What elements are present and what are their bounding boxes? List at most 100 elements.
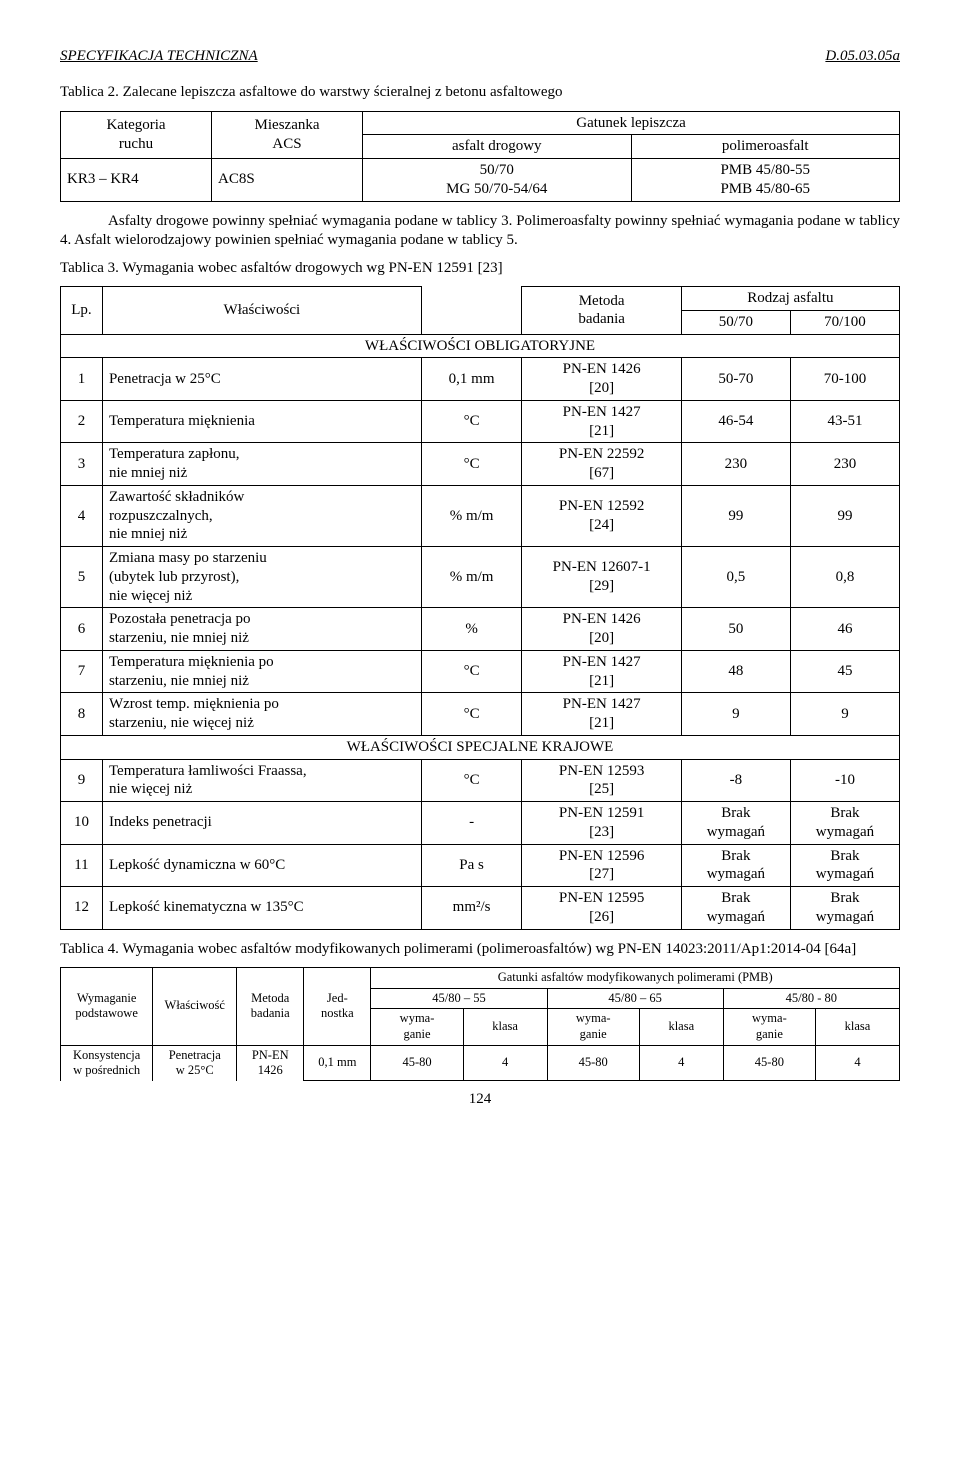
t3-cell: mm²/s [421,887,522,930]
t3-cell: PN-EN 1426 [20] [522,608,681,651]
t2-h-pa: polimeroasfalt [631,135,900,159]
t2-h-mix: Mieszanka ACS [212,111,363,159]
t4-h-wl: Właściwość [153,968,237,1046]
t3-cell: Brak wymagań [790,802,899,845]
t3-cell: Brak wymagań [681,802,790,845]
t3-cell: Temperatura zapłonu, nie mniej niż [102,443,421,486]
t3-cell: Penetracja w 25°C [102,358,421,401]
t3-cell: 9 [681,693,790,736]
t3-cell: 12 [61,887,103,930]
t3-cell: 10 [61,802,103,845]
t3-cell: °C [421,650,522,693]
t3-row: 10Indeks penetracji-PN-EN 12591 [23]Brak… [61,802,900,845]
t2-r1-c3: 50/70 MG 50/70-54/64 [363,159,631,202]
t3-cell: Brak wymagań [790,887,899,930]
t3-row: 4Zawartość składników rozpuszczalnych, n… [61,485,900,546]
page-number: 124 [60,1091,900,1108]
t3-h-meth: Metoda badania [522,287,681,335]
t3-row: 12Lepkość kinematyczna w 135°Cmm²/sPN-EN… [61,887,900,930]
t3-cell: PN-EN 12607-1 [29] [522,547,681,608]
table2-caption: Tablica 2. Zalecane lepiszcza asfaltowe … [60,83,900,103]
t2-r1-c1: KR3 – KR4 [61,159,212,202]
t3-cell: PN-EN 1427 [21] [522,650,681,693]
t3-cell: 230 [790,443,899,486]
t3-cell: Wzrost temp. mięknienia po starzeniu, ni… [102,693,421,736]
t4-h-gat: Gatunki asfaltów modyfikowanych polimera… [371,968,900,989]
header-left: SPECYFIKACJA TECHNICZNA [60,48,258,65]
t3-h-rodz: Rodzaj asfaltu [681,287,899,311]
t4-h-g1: 45/80 – 55 [371,988,547,1009]
t3-row: 1Penetracja w 25°C0,1 mmPN-EN 1426 [20]5… [61,358,900,401]
t3-cell: 230 [681,443,790,486]
t3-cell: 99 [681,485,790,546]
t4-r1-c4: 0,1 mm [304,1045,371,1081]
t4-r1-c2: Penetracja w 25°C [153,1045,237,1081]
t4-h-wymg-1: wyma- ganie [371,1009,463,1045]
t3-row: 8Wzrost temp. mięknienia po starzeniu, n… [61,693,900,736]
t4-r1-k2: 4 [639,1045,723,1081]
t3-cell: 0,8 [790,547,899,608]
t3-cell: 0,1 mm [421,358,522,401]
t3-cell: Brak wymagań [790,844,899,887]
t2-r1-c2: AC8S [212,159,363,202]
t3-cell: -10 [790,759,899,802]
t2-h-kat: Kategoria ruchu [61,111,212,159]
t4-h-g2: 45/80 – 65 [547,988,723,1009]
t3-cell: 8 [61,693,103,736]
t4-h-wymg-3: wyma- ganie [723,1009,815,1045]
table3: Lp. Właściwości Metoda badania Rodzaj as… [60,286,900,930]
t3-h-lp: Lp. [61,287,103,335]
t3-cell: Lepkość dynamiczna w 60°C [102,844,421,887]
running-header: SPECYFIKACJA TECHNICZNA D.05.03.05a [60,48,900,65]
t3-cell: Zawartość składników rozpuszczalnych, ni… [102,485,421,546]
t3-cell: PN-EN 12591 [23] [522,802,681,845]
t3-h-70100: 70/100 [790,310,899,334]
t3-cell: PN-EN 12592 [24] [522,485,681,546]
t3-cell: 2 [61,400,103,443]
t3-cell: °C [421,693,522,736]
t3-cell: PN-EN 12593 [25] [522,759,681,802]
t3-cell: % [421,608,522,651]
t4-r1-c1: Konsystencja w pośrednich [61,1045,153,1081]
t3-cell: 99 [790,485,899,546]
t3-cell: 46-54 [681,400,790,443]
t4-h-wym: Wymaganie podstawowe [61,968,153,1046]
t3-cell: 9 [790,693,899,736]
t4-r1-v2: 45-80 [547,1045,639,1081]
t3-row: 7Temperatura mięknienia po starzeniu, ni… [61,650,900,693]
t4-r1-k3: 4 [816,1045,900,1081]
t3-cell: Lepkość kinematyczna w 135°C [102,887,421,930]
t3-cell: PN-EN 12595 [26] [522,887,681,930]
t3-row: 3Temperatura zapłonu, nie mniej niż°CPN-… [61,443,900,486]
para-asfalty: Asfalty drogowe powinny spełniać wymagan… [60,212,900,251]
t3-cell: 3 [61,443,103,486]
t3-cell: 5 [61,547,103,608]
t3-cell: 46 [790,608,899,651]
t3-sec-oblig: WŁAŚCIWOŚCI OBLIGATORYJNE [61,334,900,358]
t3-cell: -8 [681,759,790,802]
t4-r1-c3: PN-EN 1426 [237,1045,304,1081]
t3-cell: - [421,802,522,845]
t4-h-klasa-2: klasa [639,1009,723,1045]
t3-cell: °C [421,443,522,486]
t3-cell: PN-EN 1427 [21] [522,400,681,443]
t4-r1-v3: 45-80 [723,1045,815,1081]
t3-cell: 50-70 [681,358,790,401]
t3-cell: 7 [61,650,103,693]
table2: Kategoria ruchu Mieszanka ACS Gatunek le… [60,111,900,202]
t2-h-gat: Gatunek lepiszcza [363,111,900,135]
t3-cell: 70-100 [790,358,899,401]
t3-cell: 6 [61,608,103,651]
t3-cell: Brak wymagań [681,887,790,930]
t3-row: 5Zmiana masy po starzeniu (ubytek lub pr… [61,547,900,608]
t3-sec-spec-row: WŁAŚCIWOŚCI SPECJALNE KRAJOWE [61,735,900,759]
t3-cell: 1 [61,358,103,401]
t3-row: 9Temperatura łamliwości Fraassa, nie wię… [61,759,900,802]
table4: Wymaganie podstawowe Właściwość Metoda b… [60,967,900,1081]
header-right: D.05.03.05a [825,48,900,65]
t3-h-prop: Właściwości [102,287,421,335]
t3-row: 2Temperatura mięknienia°CPN-EN 1427 [21]… [61,400,900,443]
t3-cell: Temperatura łamliwości Fraassa, nie więc… [102,759,421,802]
t3-cell: 43-51 [790,400,899,443]
t4-h-met: Metoda badania [237,968,304,1046]
